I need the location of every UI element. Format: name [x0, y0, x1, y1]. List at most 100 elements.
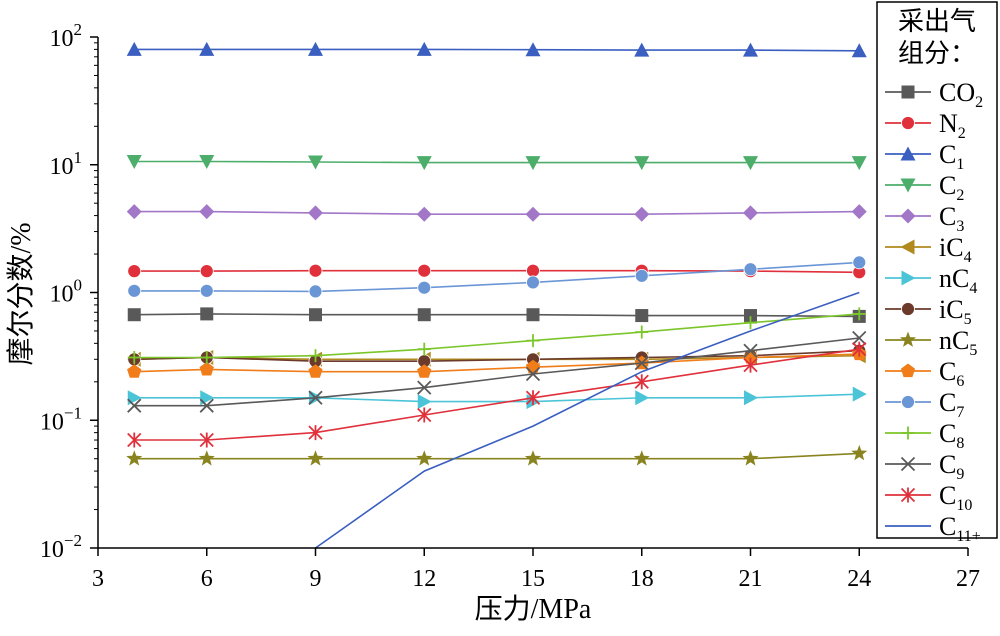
- data-point: [901, 85, 915, 99]
- legend-label: iC4: [939, 233, 972, 266]
- legend-item-C3: C3: [885, 202, 964, 235]
- series-nC5: [126, 444, 868, 466]
- legend-item-nC4: nC4: [885, 264, 977, 297]
- data-point: [744, 390, 758, 406]
- data-point: [127, 283, 142, 298]
- legend-item-C8: C8: [885, 419, 964, 452]
- legend-item-C7: C7: [885, 388, 964, 421]
- data-point: [900, 363, 916, 378]
- data-point: [851, 43, 867, 58]
- series-line: [134, 261, 860, 293]
- data-point: [526, 308, 540, 322]
- data-point: [199, 283, 214, 298]
- x-axis-title: 压力/MPa: [475, 593, 592, 625]
- data-point: [199, 361, 214, 376]
- data-point: [635, 309, 649, 323]
- data-point: [524, 450, 542, 466]
- series-line: [134, 210, 860, 215]
- data-point: [634, 355, 649, 371]
- data-point: [901, 426, 915, 440]
- data-point: [416, 41, 432, 56]
- data-point: [127, 432, 142, 448]
- data-point: [127, 364, 142, 378]
- data-point: [308, 41, 323, 56]
- legend-item-C9: C9: [885, 450, 964, 483]
- legend-title-line1: 采出气: [898, 7, 976, 36]
- data-point: [308, 425, 323, 441]
- series-line: [134, 348, 860, 441]
- data-point: [199, 264, 214, 279]
- data-point: [743, 205, 758, 221]
- data-point: [416, 156, 432, 171]
- legend-item-C1: C1: [885, 140, 964, 173]
- legend-label: C7: [939, 388, 964, 421]
- data-point: [526, 334, 540, 348]
- data-point: [634, 374, 649, 390]
- legend-label: C9: [939, 450, 964, 483]
- legend-label: C8: [939, 419, 964, 452]
- data-point: [900, 456, 916, 472]
- data-point: [901, 116, 915, 130]
- data-point: [635, 390, 650, 406]
- y-tick-label: 100: [50, 276, 83, 308]
- legend-label: C6: [939, 357, 964, 390]
- tick-labels: 3 6 9 12 15 18 21 24 27 10−2 10−1 100 101 102: [40, 20, 980, 592]
- x-tick-label: 18: [630, 566, 654, 592]
- data-point: [851, 204, 867, 220]
- data-point: [525, 366, 541, 382]
- y-tick-label: 101: [50, 148, 83, 180]
- data-point: [851, 444, 868, 461]
- data-point: [199, 155, 215, 170]
- data-point: [199, 41, 215, 56]
- legend-label: C1: [939, 140, 964, 173]
- data-point: [744, 309, 757, 323]
- data-point: [633, 450, 650, 466]
- data-point: [900, 178, 916, 193]
- data-point: [126, 155, 142, 170]
- series-line: [134, 48, 860, 52]
- data-point: [200, 307, 214, 321]
- legend-item-nC5: nC5: [885, 326, 977, 359]
- x-tick-label: 27: [956, 566, 980, 592]
- legend-label: nC4: [939, 264, 977, 297]
- x-tick-label: 6: [201, 566, 213, 592]
- data-point: [526, 263, 540, 278]
- y-tick-label: 102: [50, 20, 83, 52]
- legend-item-C2: C2: [885, 171, 964, 204]
- data-point: [634, 42, 650, 57]
- x-tick-label: 24: [847, 566, 871, 592]
- axes: [90, 36, 969, 556]
- data-point: [901, 270, 916, 286]
- series-C3: [126, 204, 867, 222]
- series-C8: [127, 307, 866, 364]
- data-point: [742, 450, 759, 466]
- data-point: [127, 350, 141, 364]
- data-point: [900, 146, 916, 161]
- data-point: [900, 208, 916, 224]
- data-point: [743, 262, 758, 277]
- x-tick-label: 21: [739, 566, 763, 592]
- data-point: [198, 450, 215, 466]
- series-C1: [126, 41, 867, 58]
- data-point: [852, 307, 866, 321]
- legend-label: nC5: [939, 326, 977, 359]
- data-point: [417, 263, 432, 278]
- data-point: [899, 331, 917, 347]
- legend-label: CO2: [939, 78, 983, 111]
- legend-label: C10: [939, 481, 972, 514]
- data-point: [417, 380, 432, 395]
- legend-item-CO2: CO2: [885, 78, 983, 111]
- series-line: [134, 353, 860, 373]
- data-point: [417, 394, 432, 410]
- data-point: [525, 42, 541, 57]
- data-point: [127, 264, 142, 279]
- data-point: [743, 156, 758, 171]
- data-point: [200, 350, 214, 364]
- data-point: [199, 204, 215, 220]
- legend-item-C10: C10: [885, 481, 972, 514]
- data-point: [199, 432, 214, 448]
- data-point: [900, 487, 916, 503]
- legend-title-line2: 组分：: [898, 39, 976, 68]
